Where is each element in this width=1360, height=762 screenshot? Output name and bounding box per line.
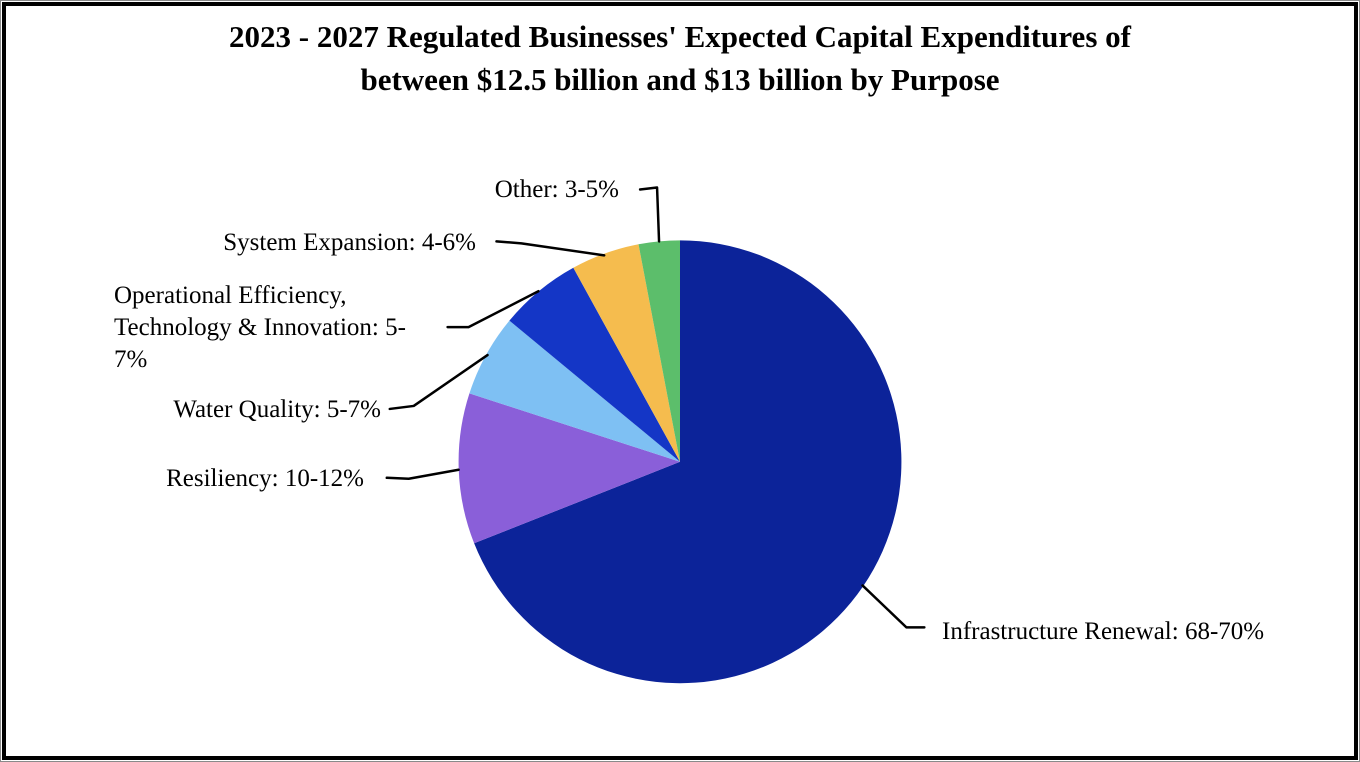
label-water-quality: Water Quality: 5-7% xyxy=(173,396,381,424)
label-operational-efficiency-line2: Technology & Innovation: 5- xyxy=(114,314,406,341)
leader-line-water-quality xyxy=(388,353,489,411)
pie-slice-water-quality xyxy=(469,320,680,462)
pie-slice-resiliency xyxy=(458,393,680,544)
label-system-expansion: System Expansion: 4-6% xyxy=(223,229,476,257)
leader-line-other xyxy=(638,186,661,243)
label-resiliency: Resiliency: 10-12% xyxy=(166,465,364,493)
leader-line-system-expansion xyxy=(495,240,606,257)
chart-title-line1: 2023 - 2027 Regulated Businesses' Expect… xyxy=(229,19,1131,54)
leader-line-infrastructure-renewal xyxy=(861,584,926,629)
pie-slice-other xyxy=(638,240,680,462)
pie-slice-operational-efficiency xyxy=(509,267,680,462)
label-other: Other: 3-5% xyxy=(495,176,619,204)
label-water-quality-text: Water Quality: 5-7% xyxy=(173,396,381,423)
label-operational-efficiency-line3: 7% xyxy=(114,346,148,373)
pie-slices xyxy=(458,240,902,684)
label-infrastructure-renewal-text: Infrastructure Renewal: 68-70% xyxy=(942,618,1265,645)
label-resiliency-text: Resiliency: 10-12% xyxy=(166,465,364,492)
label-system-expansion-text: System Expansion: 4-6% xyxy=(223,229,476,256)
chart-title-line2: between $12.5 billion and $13 billion by… xyxy=(360,62,1000,97)
leader-line-operational-efficiency xyxy=(446,289,540,329)
leader-line-resiliency xyxy=(385,468,460,480)
label-infrastructure-renewal: Infrastructure Renewal: 68-70% xyxy=(942,618,1264,646)
label-operational-efficiency: Operational Efficiency, Technology & Inn… xyxy=(114,280,459,376)
label-operational-efficiency-line1: Operational Efficiency, xyxy=(114,282,347,309)
pie-slice-system-expansion xyxy=(573,244,680,462)
label-other-text: Other: 3-5% xyxy=(494,176,619,203)
chart-title: 2023 - 2027 Regulated Businesses' Expect… xyxy=(1,15,1359,101)
pie-slice-infrastructure-renewal xyxy=(474,240,902,684)
